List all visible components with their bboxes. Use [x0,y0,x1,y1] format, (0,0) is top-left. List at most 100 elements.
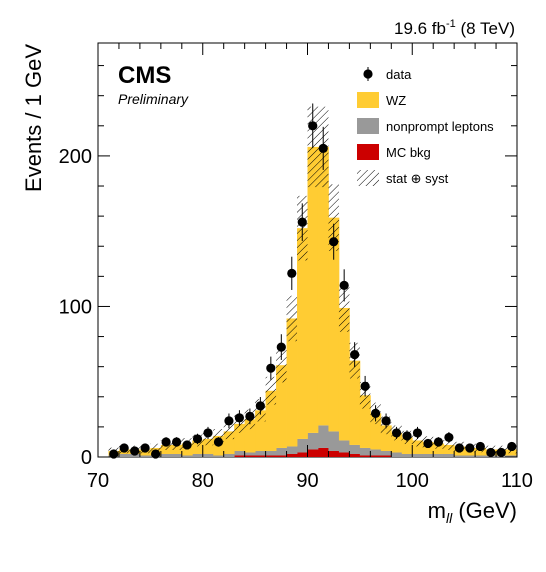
bar-nonprompt-leptons-34 [464,455,476,457]
y-tick-label-0: 0 [81,447,92,469]
uncertainty-bin-11 [223,423,235,440]
bar-mc-bkg-17 [286,453,298,457]
data-point-6 [171,437,182,447]
bar-wz-15 [265,390,277,451]
bar-mc-bkg-21 [328,450,340,457]
bar-nonprompt-leptons-26 [380,450,392,456]
bar-wz-29 [412,440,424,454]
uncertainty-bin-32 [443,439,455,450]
bar-nonprompt-leptons-29 [412,453,424,457]
data-point-35 [475,441,485,452]
uncertainty-bin-4 [150,443,161,453]
data-point-8 [192,434,203,444]
axes: 70 80 90 100 110 0 100 200 [59,43,533,492]
bar-nonprompt-leptons-3 [139,455,151,457]
bar-nonprompt-leptons-23 [349,444,361,454]
bar-wz-24 [359,395,371,448]
y-axis-title: Events / 1 GeV [21,44,46,192]
bar-wz-18 [297,228,308,439]
bar-nonprompt-leptons-30 [422,453,434,457]
bar-wz-8 [192,440,204,454]
bar-mc-bkg-12 [234,455,246,457]
bar-wz-14 [255,410,266,451]
data-point-22 [339,280,349,290]
bar-nonprompt-leptons-5 [160,453,172,457]
bar-nonprompt-leptons-25 [370,449,382,456]
data-point-37 [496,447,506,458]
bar-mc-bkg-20 [317,447,329,457]
uncertainty-bin-10 [213,429,224,443]
uncertainty-bin-17 [286,295,298,342]
bar-nonprompt-leptons-33 [454,455,466,457]
data-point-23 [350,350,360,360]
data-point-18 [297,217,307,227]
bar-mc-bkg-22 [338,452,350,457]
data-point-30 [423,438,433,449]
data-point-24 [360,381,370,391]
bar-wz-27 [391,432,403,453]
bar-nonprompt-leptons-19 [307,432,319,450]
uncertainty-bin-16 [276,347,287,383]
data-point-12 [234,413,245,423]
data-point-26 [381,416,391,426]
legend: data WZ nonprompt leptons MC bkg stat ⊕ syst [357,67,494,186]
y-tick-label-200: 200 [59,146,92,168]
bar-mc-bkg-18 [297,452,308,457]
bar-mc-bkg-19 [307,449,319,457]
legend-swatch-wz [357,92,379,108]
x-tick-label-80: 80 [192,470,214,492]
data-point-15 [266,363,276,373]
legend-label-data: data [386,67,412,82]
bar-nonprompt-leptons-14 [255,450,266,456]
bar-wz-17 [286,318,298,447]
bar-mc-bkg-24 [359,455,371,457]
data-point-4 [151,449,161,459]
x-tick-label-90: 90 [296,470,318,492]
bar-mc-bkg-16 [276,455,287,457]
bar-nonprompt-leptons-22 [338,440,350,453]
bar-nonprompt-leptons-7 [181,455,193,457]
bar-nonprompt-leptons-32 [443,453,455,457]
uncertainty-bin-15 [265,376,277,405]
bar-nonprompt-leptons-17 [286,446,298,454]
data-point-36 [486,447,496,458]
legend-label-stat-syst: stat ⊕ syst [386,171,449,186]
stacked-histogram [108,146,517,457]
uncertainty-bin-29 [412,434,423,447]
bar-nonprompt-leptons-28 [401,453,413,457]
bar-nonprompt-leptons-1 [118,453,130,457]
legend-label-wz: WZ [386,93,406,108]
data-point-7 [182,440,192,450]
data-point-20 [318,143,328,153]
data-point-1 [119,443,129,453]
bar-nonprompt-leptons-10 [213,455,225,457]
bar-nonprompt-leptons-12 [234,450,246,456]
data-point-32 [444,432,454,443]
bar-nonprompt-leptons-31 [433,453,445,457]
data-point-28 [402,431,412,441]
data-point-3 [140,443,150,453]
bar-nonprompt-leptons-21 [328,431,340,451]
legend-label-nonprompt-leptons: nonprompt leptons [386,119,494,134]
data-point-5 [161,437,171,447]
bar-nonprompt-leptons-27 [391,452,403,457]
data-point-19 [308,121,318,131]
status-label: Preliminary [118,91,189,107]
legend-label-mc-bkg: MC bkg [386,145,431,160]
bar-nonprompt-leptons-9 [202,453,214,457]
legend-swatch-stat-syst [357,170,379,186]
data-point-25 [370,408,381,418]
bar-nonprompt-leptons-11 [223,453,235,457]
data-point-14 [255,401,265,411]
data-point-17 [287,268,297,278]
bar-nonprompt-leptons-35 [475,455,486,457]
data-point-11 [224,416,234,426]
bar-nonprompt-leptons-38 [506,455,517,457]
x-tick-label-110: 110 [501,470,533,492]
x-tick-label-70: 70 [87,470,109,492]
bar-mc-bkg-26 [380,455,392,457]
uncertainty-bin-21 [328,184,339,251]
data-point-31 [433,437,444,447]
bar-mc-bkg-15 [265,455,277,457]
